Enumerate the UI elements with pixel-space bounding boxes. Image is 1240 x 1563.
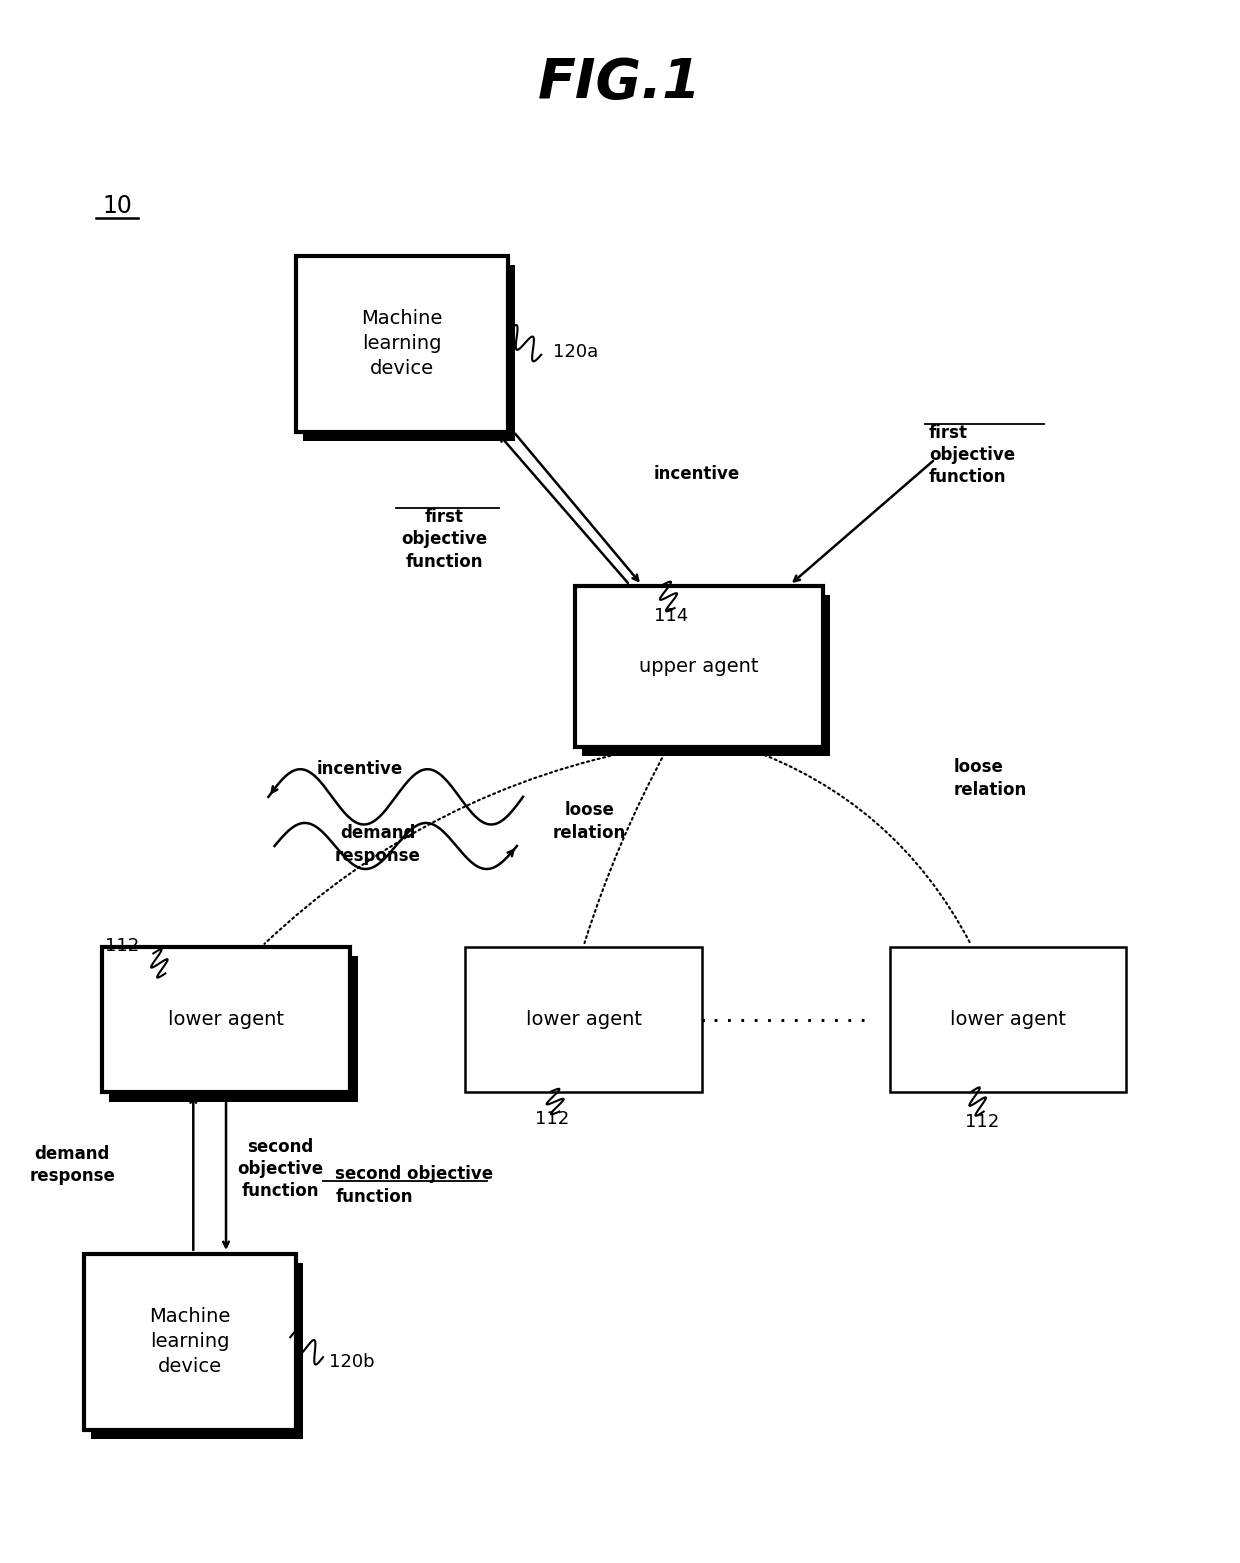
Text: 114: 114 (653, 606, 688, 625)
Text: first
objective
function: first objective function (402, 508, 487, 570)
FancyBboxPatch shape (465, 947, 702, 1093)
Text: Machine
learning
device: Machine learning device (149, 1307, 231, 1377)
FancyBboxPatch shape (890, 947, 1126, 1093)
Text: demand
response: demand response (335, 825, 420, 864)
Text: 120a: 120a (553, 342, 599, 361)
FancyBboxPatch shape (109, 955, 357, 1102)
FancyBboxPatch shape (102, 947, 350, 1093)
Text: lower agent: lower agent (950, 1010, 1066, 1028)
Text: 120b: 120b (329, 1354, 374, 1371)
Text: loose
relation: loose relation (954, 758, 1027, 799)
FancyBboxPatch shape (582, 596, 831, 756)
Text: incentive: incentive (653, 466, 740, 483)
Text: FIG.1: FIG.1 (538, 56, 702, 109)
Text: incentive: incentive (316, 760, 403, 778)
Text: 112: 112 (536, 1110, 569, 1128)
Text: demand
response: demand response (29, 1146, 115, 1185)
Text: Machine
learning
device: Machine learning device (361, 309, 443, 378)
Text: lower agent: lower agent (526, 1010, 641, 1028)
Text: 112: 112 (105, 936, 139, 955)
Text: second
objective
function: second objective function (238, 1138, 324, 1200)
FancyBboxPatch shape (574, 586, 823, 747)
Text: 112: 112 (966, 1113, 999, 1132)
Text: loose
relation: loose relation (553, 802, 626, 841)
Text: lower agent: lower agent (169, 1010, 284, 1028)
Text: .............: ............. (697, 1007, 870, 1027)
Text: first
objective
function: first objective function (929, 424, 1016, 486)
FancyBboxPatch shape (295, 256, 508, 433)
Text: upper agent: upper agent (639, 656, 759, 675)
FancyBboxPatch shape (303, 264, 515, 441)
Text: 10: 10 (102, 194, 131, 217)
Text: second objective
function: second objective function (335, 1166, 494, 1205)
FancyBboxPatch shape (91, 1263, 303, 1440)
FancyBboxPatch shape (83, 1254, 295, 1430)
